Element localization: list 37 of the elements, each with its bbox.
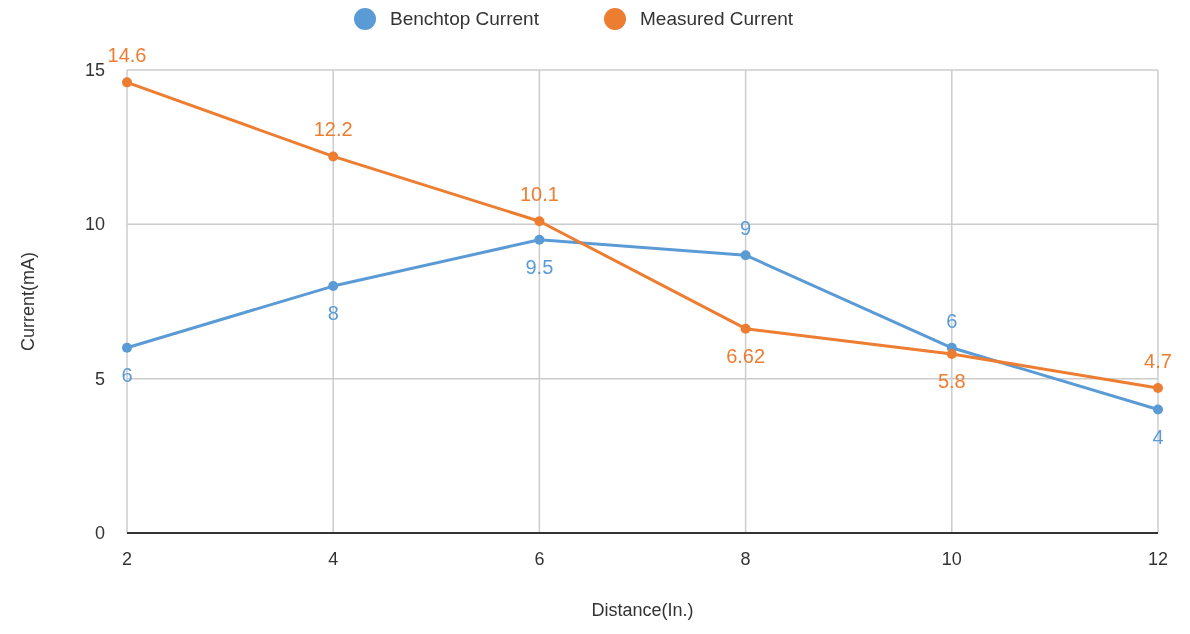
data-label: 9 (740, 217, 752, 240)
point (122, 342, 132, 353)
data-label: 4 (1152, 425, 1164, 448)
data-label: 6 (946, 309, 958, 332)
x-tick-label: 12 (1147, 549, 1169, 569)
legend-label: Benchtop Current (390, 8, 540, 29)
data-label: 6.62 (726, 344, 766, 367)
data-label: 5.8 (937, 369, 966, 392)
point (946, 348, 957, 359)
data-label: 4.7 (1144, 349, 1172, 372)
x-tick-label: 10 (941, 549, 962, 569)
point (1153, 404, 1163, 415)
y-tick-label: 15 (84, 60, 105, 80)
y-tick-label: 0 (94, 523, 105, 543)
y-tick-label: 10 (84, 214, 105, 235)
x-tick-label: 4 (328, 549, 339, 569)
data-label: 8 (327, 302, 339, 325)
point (1153, 382, 1163, 393)
point (740, 250, 751, 261)
point (122, 77, 132, 88)
point (534, 234, 545, 245)
y-axis-title: Current(mA) (18, 251, 38, 352)
data-label: 9.5 (525, 255, 554, 278)
y-tick-label: 5 (94, 368, 105, 389)
point (534, 216, 545, 227)
data-label: 6 (121, 363, 133, 386)
point (740, 323, 751, 334)
data-label: 12.2 (313, 118, 353, 141)
x-tick-label: 6 (534, 549, 545, 569)
x-axis-title: Distance(In.) (591, 600, 694, 620)
point (328, 281, 339, 292)
point (328, 151, 339, 162)
legend-label: Measured Current (640, 8, 794, 29)
data-label: 10.1 (519, 183, 559, 206)
x-tick-label: 2 (121, 549, 133, 569)
data-label: 14.6 (107, 44, 147, 67)
x-tick-label: 8 (740, 549, 751, 569)
